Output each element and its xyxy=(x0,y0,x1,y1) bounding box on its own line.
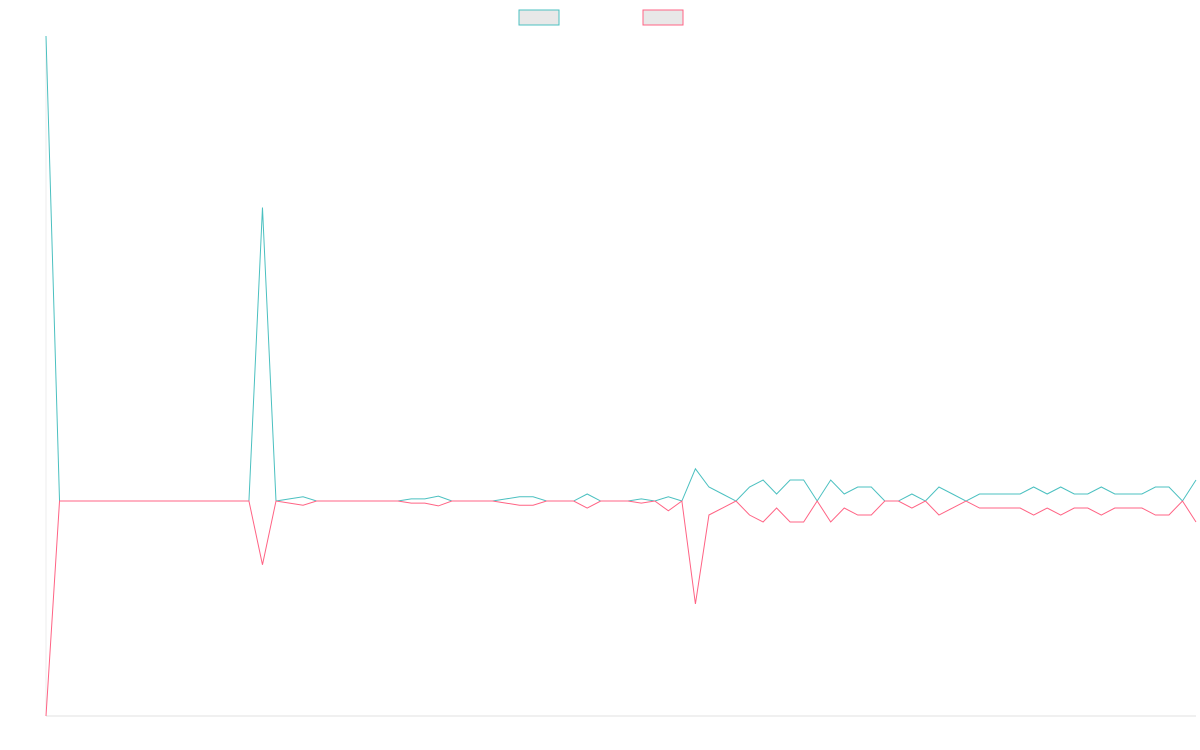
legend-swatch xyxy=(642,9,684,26)
series-line xyxy=(45,35,1197,502)
legend-swatch xyxy=(518,9,560,26)
series-line xyxy=(45,500,1197,717)
